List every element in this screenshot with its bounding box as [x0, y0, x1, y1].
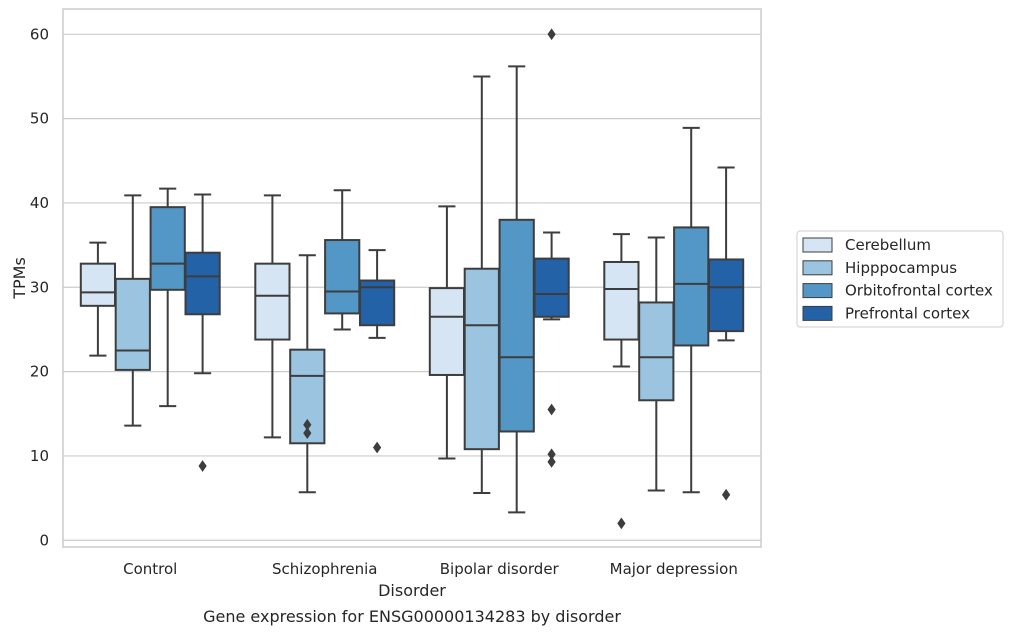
chart-title: Gene expression for ENSG00000134283 by d…: [203, 607, 621, 626]
y-axis-label: TPMs: [10, 257, 29, 300]
box-iqr: [324, 239, 361, 315]
box-2-3: [673, 126, 710, 494]
box-iqr: [673, 226, 710, 347]
y-tick-label-30: 30: [30, 278, 49, 296]
box-3-3: [707, 166, 745, 501]
box-1-3: [638, 236, 675, 492]
legend-swatch-0: [802, 237, 833, 253]
x-tick-labels: Control Schizophrenia Bipolar disorder Majo…: [123, 560, 738, 578]
box-2-2: [498, 65, 535, 514]
legend-label-1: Hipppocampus: [845, 259, 957, 277]
box-iqr: [638, 301, 675, 402]
plot-frame: [62, 8, 762, 548]
y-tick-label-60: 60: [30, 25, 49, 43]
box-3-0: [184, 193, 221, 472]
outlier-0: [617, 517, 626, 530]
box-iqr: [184, 251, 221, 316]
y-tick-label-0: 0: [39, 531, 49, 549]
legend-frame: [796, 230, 1004, 328]
y-tick-label-20: 20: [30, 363, 49, 381]
box-iqr: [603, 260, 640, 341]
box-iqr: [707, 258, 745, 333]
legend-label-0: Cerebellum: [845, 236, 931, 254]
box-3-1: [358, 249, 396, 454]
outlier-0: [721, 488, 731, 501]
x-axis-label: Disorder: [378, 581, 446, 600]
boxes-layer: [79, 28, 745, 530]
box-iqr: [149, 206, 186, 291]
x-tick-label-0: Control: [123, 560, 177, 578]
box-1-0: [114, 194, 151, 427]
legend: Cerebellum Hipppocampus Orbitofrontal cort…: [796, 230, 1004, 328]
outlier-1: [303, 418, 312, 431]
box-2-0: [149, 187, 186, 408]
legend-label-2: Orbitofrontal cortex: [845, 282, 993, 300]
legend-swatch-1: [802, 260, 833, 276]
box-3-2: [533, 28, 570, 468]
box-1-1: [289, 254, 326, 494]
x-tick-label-3: Major depression: [610, 560, 738, 578]
outlier-0: [198, 460, 207, 472]
outlier-0: [547, 403, 556, 416]
x-tick-label-1: Schizophrenia: [272, 560, 377, 578]
outlier-0: [372, 441, 382, 454]
legend-swatch-2: [802, 283, 833, 299]
box-2-1: [324, 189, 361, 331]
box-0-1: [254, 194, 291, 439]
y-tick-label-50: 50: [30, 110, 49, 128]
y-tick-labels: 0 10 20 30 40 50 60: [30, 25, 49, 549]
outlier-0: [303, 427, 312, 440]
outlier-3: [547, 28, 556, 41]
outlier-2: [547, 455, 556, 468]
box-iqr: [463, 267, 500, 451]
legend-swatch-3: [802, 305, 833, 321]
box-iqr: [533, 257, 570, 318]
box-iqr: [79, 262, 117, 307]
x-tick-label-2: Bipolar disorder: [440, 560, 560, 578]
box-iqr: [498, 218, 535, 433]
box-iqr: [254, 262, 291, 341]
box-1-2: [463, 75, 500, 495]
box-0-3: [603, 233, 640, 530]
box-iqr: [114, 277, 151, 371]
legend-label-3: Prefrontal cortex: [845, 304, 970, 322]
y-tick-label-10: 10: [30, 447, 49, 465]
y-tick-label-40: 40: [30, 194, 49, 212]
box-0-2: [428, 205, 466, 460]
box-iqr: [428, 287, 466, 376]
